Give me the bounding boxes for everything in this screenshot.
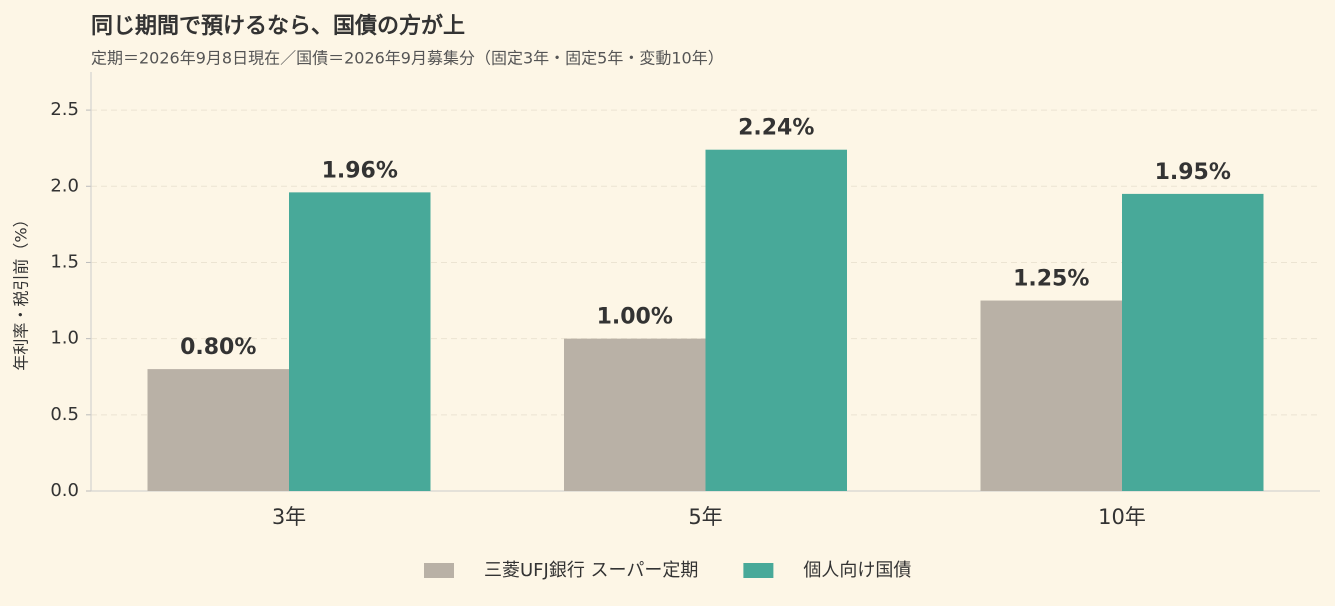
value-label: 1.25% [1013,267,1089,292]
y-tick-label: 2.5 [50,99,79,120]
value-label: 2.24% [738,116,814,141]
bar [1122,193,1264,491]
bar [147,369,289,491]
y-axis-label: 年利率・税引前（%） [12,211,31,370]
bar [564,338,706,491]
value-label: 1.95% [1155,160,1231,185]
legend-swatch [424,563,454,578]
y-tick-label: 1.5 [50,251,79,272]
bar [705,149,847,492]
bar [289,192,431,491]
y-tick-label: 1.0 [50,328,79,349]
x-tick-label: 10年 [1098,505,1146,529]
y-tick-label: 2.0 [50,175,79,196]
x-tick-label: 5年 [688,505,722,529]
legend-label: 三菱UFJ銀行 スーパー定期 [484,560,698,581]
chart-subtitle: 定期＝2026年9月8日現在／国債＝2026年9月募集分（固定3年・固定5年・変… [91,49,724,68]
value-label: 1.96% [322,158,398,183]
value-label: 0.80% [180,335,256,360]
legend-label: 個人向け国債 [803,560,911,581]
y-tick-label: 0.5 [50,404,79,425]
legend-swatch [743,563,774,578]
y-tick-label: 0.0 [50,480,79,501]
bar [980,300,1122,491]
x-tick-label: 3年 [272,505,306,529]
chart-title: 同じ期間で預けるなら、国債の方が上 [91,13,465,39]
value-label: 1.00% [597,305,673,330]
